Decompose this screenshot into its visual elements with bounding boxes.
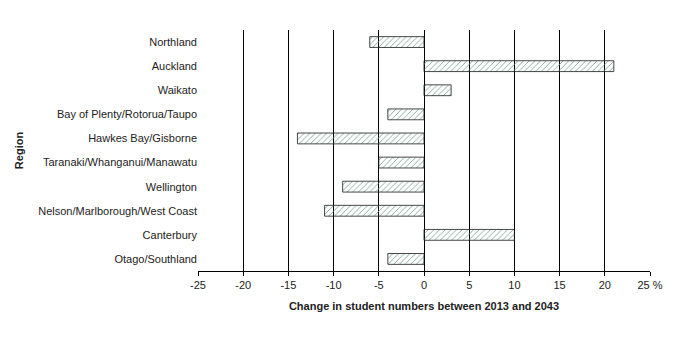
svg-text:Wellington: Wellington: [146, 181, 197, 193]
svg-text:Canterbury: Canterbury: [143, 229, 198, 241]
svg-text:0: 0: [421, 279, 427, 291]
svg-text:-5: -5: [374, 279, 384, 291]
svg-text:Otago/Southland: Otago/Southland: [114, 253, 197, 265]
svg-text:-15: -15: [280, 279, 296, 291]
svg-text:Auckland: Auckland: [152, 60, 197, 72]
svg-text:Change in student numbers betw: Change in student numbers between 2013 a…: [289, 300, 559, 312]
svg-text:-25: -25: [190, 279, 206, 291]
svg-text:25 %: 25 %: [637, 279, 662, 291]
svg-text:-20: -20: [235, 279, 251, 291]
svg-text:Taranaki/Whanganui/Manawatu: Taranaki/Whanganui/Manawatu: [43, 156, 197, 168]
svg-text:Northland: Northland: [149, 36, 197, 48]
svg-text:20: 20: [599, 279, 611, 291]
svg-text:Waikato: Waikato: [158, 84, 197, 96]
svg-text:Bay of Plenty/Rotorua/Taupo: Bay of Plenty/Rotorua/Taupo: [57, 108, 197, 120]
svg-text:-10: -10: [326, 279, 342, 291]
svg-text:Region: Region: [13, 132, 25, 170]
svg-text:Hawkes Bay/Gisborne: Hawkes Bay/Gisborne: [88, 132, 197, 144]
svg-text:15: 15: [553, 279, 565, 291]
svg-text:Nelson/Marlborough/West Coast: Nelson/Marlborough/West Coast: [38, 205, 197, 217]
svg-text:10: 10: [508, 279, 520, 291]
svg-text:5: 5: [466, 279, 472, 291]
